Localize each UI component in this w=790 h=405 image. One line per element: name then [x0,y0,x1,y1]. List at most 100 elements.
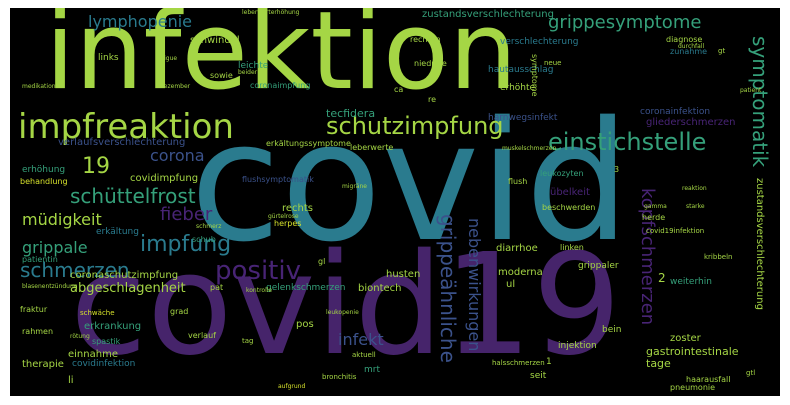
word-grad: grad [170,307,189,316]
word-schuettelfrost: schüttelfrost [70,184,196,208]
word-starke: starke [686,203,705,210]
word-erhoehung: erhöhung [22,165,66,175]
word-fieber: fieber [160,204,213,225]
word-corona: corona [150,146,205,165]
word-symptome: symptome [530,54,539,97]
word-covid19infektion: covid19infektion [646,227,705,235]
word-ul: ul [506,279,516,290]
word-grippale: grippale [22,238,88,257]
word-niedrige: niedrige [414,59,447,68]
word-kopfschmerzen: kopfschmerzen [637,188,658,326]
word-erkrankung: erkrankung [84,321,142,332]
word-flush: flush [508,177,528,186]
word-diarrhoe: diarrhoe [496,243,538,254]
word-moderna: moderna [498,267,543,278]
word-halsschmerzen: halsschmerzen [492,359,545,367]
word-pneumonie: pneumonie [670,383,716,392]
word-weiterhin: weiterhin [670,277,712,287]
word-linken: linken [560,243,584,252]
word-kontrolle: kontrolle [246,287,273,294]
word-leukopenie: leukopenie [326,309,359,316]
word-grippaler: grippaler [578,261,619,271]
word-1: 1 [546,357,552,367]
word-rahmen: rahmen [22,327,54,336]
word-schwindel: schwindel [190,35,240,46]
word-rechten: rechten [410,35,441,44]
word-erhoehte: erhöhte [500,83,536,93]
word-schutzimpfung: schutzimpfung [326,112,504,140]
word-therapie: therapie [22,359,64,370]
word-nebenwirkungen: nebenwirkungen [465,218,484,352]
word-muskelschmerzen: muskelschmerzen [502,145,557,152]
word-leukozyten: leukozyten [540,169,584,178]
word-biontech: biontech [358,283,402,294]
word-grippesymptome: grippesymptome [548,12,702,33]
word-19: 19 [82,154,110,179]
word-gliederschmerzen: gliederschmerzen [646,117,736,128]
word-gamma: gamma [644,203,667,210]
word-roetung: rötung [70,333,90,340]
word-coronainfektion: coronainfektion [640,107,711,117]
word-beschwerden: beschwerden [542,203,596,212]
word-gastrointestinale: gastrointestinale [646,345,739,358]
word-einnahme: einnahme [68,349,118,360]
word-aufgrund: aufgrund [278,383,306,390]
word-blasenentzuendung: blasenentzündung [22,283,78,290]
word-zoster: zoster [670,333,701,344]
word-leberwerte: leberwerte [350,143,394,152]
word-zustandsverschlechterung-v: zustandsverschlechterung [754,178,765,310]
word-coronaimpfung: coronaimpfung [250,81,311,90]
word-herpes: herpes [274,219,302,228]
word-injektion: injektion [558,341,597,351]
word-covidimpfung: covidimpfung [130,173,199,184]
word-hautausschlag: hautausschlag [488,65,554,75]
word-tage: tage [646,357,671,370]
word-fraktur: fraktur [20,305,48,314]
word-zunahme: zunahme [670,47,708,56]
word-flushsymptomatik: flushsymptomatik [242,175,314,184]
word-verlaufsverschlechterung: verlaufsverschlechterung [58,137,186,148]
word-schmerzen: schmerzen [20,258,130,282]
word-2: 2 [658,271,666,285]
word-aktuell: aktuell [352,351,376,359]
word-gt: gt [718,47,726,55]
word-cloud: infektion covid covid19 impfreaktion sch… [10,8,780,396]
word-patientin: patientin [22,255,58,264]
word-haarausfall: haarausfall [686,375,731,384]
word-verlauf: verlauf [188,331,216,340]
word-kribbeln: kribbeln [704,253,733,261]
word-seit: seit [530,371,547,381]
word-harnwegsinfekt: harnwegsinfekt [488,113,558,123]
word-beider: beider [238,69,258,76]
word-3: 3 [614,165,620,174]
word-dezember: dezember [160,83,191,90]
word-schwaeche: schwäche [80,309,115,317]
word-einstichstelle: einstichstelle [548,128,707,156]
word-rechts: rechts [282,203,314,214]
word-impfreaktion: impfreaktion [18,107,234,147]
word-schmerz: schmerz [196,223,222,230]
word-behandlung: behandlung [20,177,68,186]
word-covid19: covid19 [70,224,622,387]
word-infekt: infekt [338,330,384,349]
word-erkaeltungssymptome: erkältungssymptome [266,139,351,148]
word-durchfall: durchfall [678,43,705,50]
word-impfung: impfung [140,232,232,257]
word-pos: pos [296,319,314,330]
word-erkaeltung: erkältung [96,227,139,237]
word-diagnose: diagnose [666,35,703,44]
word-re: re [428,95,437,104]
word-bein: bein [602,325,622,335]
word-pat: pat [210,283,224,292]
word-patient: patient [740,87,762,94]
word-gl: gl [318,257,326,266]
word-guertelrose: gürtelrose [268,213,299,220]
word-reaktion: reaktion [682,185,707,192]
word-infektion: infektion [45,8,518,114]
word-lymphopenie: lymphopenie [88,12,193,31]
word-abgeschlagenheit: abgeschlagenheit [70,281,186,296]
word-leichte: leichte [238,61,269,71]
word-sowie: sowie [210,71,233,80]
word-coronaschutzimpfung: coronaschutzimpfung [70,270,179,281]
word-gelenkschmerzen: gelenkschmerzen [266,283,346,293]
